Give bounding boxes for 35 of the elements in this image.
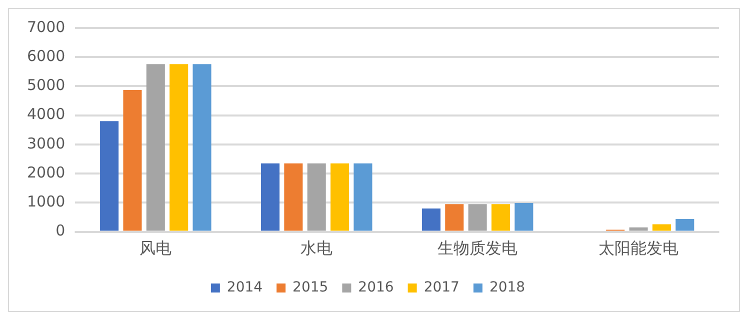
y-tick-label: 6000 (26, 47, 66, 66)
legend-label: 2015 (292, 280, 328, 296)
x-tick-label: 太阳能发电 (598, 238, 679, 258)
y-tick-label: 3000 (26, 134, 66, 152)
bar (260, 163, 280, 231)
bar (307, 163, 326, 231)
y-tick-label: 0 (56, 222, 66, 240)
x-tick-label: 水电 (300, 238, 333, 258)
legend-label: 2016 (358, 280, 394, 296)
y-tick-label: 4000 (26, 105, 66, 124)
x-tick-label: 风电 (140, 238, 172, 258)
bar (170, 64, 188, 231)
y-tick-label: 5000 (26, 76, 66, 94)
legend-label: 2018 (489, 280, 526, 296)
bar (514, 202, 534, 231)
bar (354, 163, 372, 231)
y-tick-label: 2000 (26, 163, 66, 182)
legend-label: 2014 (226, 280, 263, 296)
bar (491, 204, 510, 231)
bar (652, 224, 671, 231)
bar (330, 163, 350, 231)
y-tick-label: 1000 (26, 192, 66, 211)
bar (284, 163, 303, 231)
bar (123, 90, 142, 231)
bar (100, 121, 119, 231)
legend-label: 2017 (424, 280, 460, 296)
bar (468, 204, 487, 231)
x-tick-label: 生物质发电 (438, 238, 518, 258)
bar (676, 218, 694, 231)
bar (629, 227, 648, 231)
bar (422, 208, 440, 231)
bar (146, 64, 165, 231)
bar (445, 204, 464, 231)
y-tick-label: 7000 (26, 18, 66, 36)
bar (192, 64, 212, 231)
